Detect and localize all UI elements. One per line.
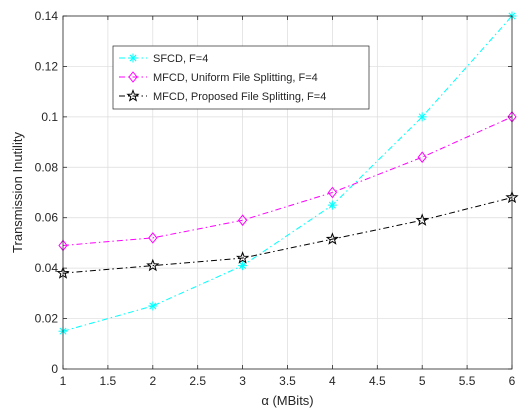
y-tick-label: 0.06 [35,211,59,225]
series-line [62,197,513,274]
data-point [417,112,427,122]
legend: SFCD, F=4 MFCD, Uniform File Splitting, F… [112,45,370,110]
y-tick-label: 0.14 [35,9,59,23]
y-axis-label: Transmission Inutility [10,132,25,253]
legend-label: MFCD, Proposed File Splitting, F=4 [153,91,326,103]
data-point [327,186,338,199]
x-tick-label: 3 [239,374,246,388]
data-point [236,251,250,264]
data-point [417,151,427,164]
x-tick-label: 2.5 [189,374,206,388]
data-point [237,214,248,227]
data-point [325,232,339,245]
y-tick-label: 0.02 [35,312,59,326]
series-1 [58,11,517,336]
series-layer [56,11,519,336]
legend-marker [128,53,138,63]
legend-label: MFCD, Uniform File Splitting, F=4 [153,72,318,84]
legend-entry: MFCD, Uniform File Splitting, F=4 [119,71,318,84]
x-tick-label: 5.5 [459,374,476,388]
y-tick-label: 0 [51,362,58,376]
data-point [327,200,337,210]
legend-label: SFCD, F=4 [153,53,208,65]
legend-entry: MFCD, Proposed File Splitting, F=4 [119,89,326,103]
data-point [148,301,158,311]
data-point [146,258,160,272]
x-tick-label: 5 [419,374,426,388]
y-tick-label: 0.1 [41,110,58,124]
data-point [415,213,429,226]
x-tick-label: 1 [60,374,67,388]
y-tick-label: 0.12 [35,59,59,73]
legend-entry: SFCD, F=4 [119,53,208,65]
y-tick-label: 0.08 [35,160,59,174]
legend-marker [126,89,140,102]
x-tick-label: 4.5 [369,374,386,388]
axis-ticks: 1 1.5 2 2.5 3 3.5 4 4.5 5 5.5 6 0 0.02 0.04 0.06 0.08 0.… [35,9,516,388]
x-tick-label: 1.5 [100,374,117,388]
legend-box [112,45,370,110]
y-tick-label: 0.04 [35,261,59,275]
data-point [238,261,248,271]
x-tick-label: 6 [509,374,516,388]
x-tick-label: 2 [149,374,156,388]
x-axis-label: α (MBits) [261,393,313,408]
data-point [148,232,158,244]
legend-marker [128,71,138,83]
series-line [62,15,513,332]
x-tick-label: 4 [329,374,336,388]
x-tick-label: 3.5 [279,374,296,388]
